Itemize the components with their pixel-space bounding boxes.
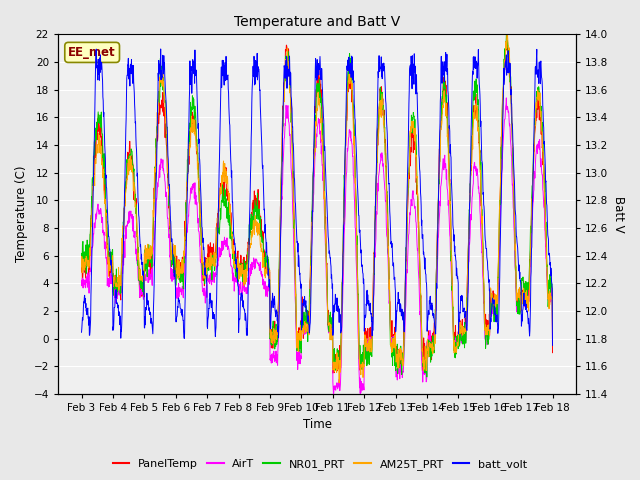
Title: Temperature and Batt V: Temperature and Batt V: [234, 15, 400, 29]
Y-axis label: Temperature (C): Temperature (C): [15, 166, 28, 263]
batt_volt: [157, 46, 164, 52]
AirT: [346, 129, 354, 135]
Line: AirT: AirT: [81, 98, 552, 395]
AM25T_PRT: [287, 116, 295, 122]
batt_volt: [114, 305, 122, 311]
PanelTemp: [504, 39, 511, 45]
PanelTemp: [287, 97, 295, 103]
batt_volt: [548, 343, 556, 348]
batt_volt: [278, 181, 285, 187]
NR01_PRT: [287, 120, 295, 125]
Y-axis label: Batt V: Batt V: [612, 196, 625, 232]
X-axis label: Time: Time: [303, 419, 332, 432]
PanelTemp: [77, 264, 85, 270]
AirT: [330, 392, 337, 398]
AM25T_PRT: [346, 81, 354, 86]
batt_volt: [296, 270, 304, 276]
NR01_PRT: [278, 169, 285, 175]
NR01_PRT: [503, 19, 511, 24]
AirT: [133, 261, 141, 266]
AM25T_PRT: [278, 176, 285, 181]
AM25T_PRT: [503, 25, 511, 31]
PanelTemp: [329, 370, 337, 376]
AirT: [114, 282, 122, 288]
Line: batt_volt: batt_volt: [81, 49, 552, 346]
NR01_PRT: [133, 234, 141, 240]
batt_volt: [133, 173, 141, 179]
NR01_PRT: [296, 337, 303, 343]
NR01_PRT: [346, 50, 353, 56]
AirT: [77, 277, 85, 283]
NR01_PRT: [77, 260, 85, 266]
PanelTemp: [278, 170, 285, 176]
PanelTemp: [346, 84, 354, 90]
AirT: [502, 95, 510, 101]
PanelTemp: [114, 281, 122, 287]
NR01_PRT: [548, 327, 556, 333]
Text: EE_met: EE_met: [68, 46, 116, 59]
PanelTemp: [133, 231, 141, 237]
AM25T_PRT: [114, 276, 122, 281]
AM25T_PRT: [77, 264, 85, 270]
NR01_PRT: [114, 282, 122, 288]
AM25T_PRT: [133, 233, 141, 239]
Legend: PanelTemp, AirT, NR01_PRT, AM25T_PRT, batt_volt: PanelTemp, AirT, NR01_PRT, AM25T_PRT, ba…: [108, 455, 532, 474]
Line: PanelTemp: PanelTemp: [81, 42, 552, 373]
batt_volt: [346, 71, 354, 76]
Line: NR01_PRT: NR01_PRT: [81, 22, 552, 377]
batt_volt: [287, 96, 295, 101]
AirT: [296, 348, 303, 353]
AM25T_PRT: [296, 328, 303, 334]
AM25T_PRT: [335, 380, 343, 386]
Line: AM25T_PRT: AM25T_PRT: [81, 28, 552, 383]
NR01_PRT: [423, 374, 431, 380]
PanelTemp: [548, 350, 556, 356]
AirT: [278, 215, 285, 220]
PanelTemp: [296, 325, 303, 331]
AirT: [548, 338, 556, 344]
AirT: [287, 165, 295, 171]
batt_volt: [77, 329, 85, 335]
AM25T_PRT: [548, 329, 556, 335]
